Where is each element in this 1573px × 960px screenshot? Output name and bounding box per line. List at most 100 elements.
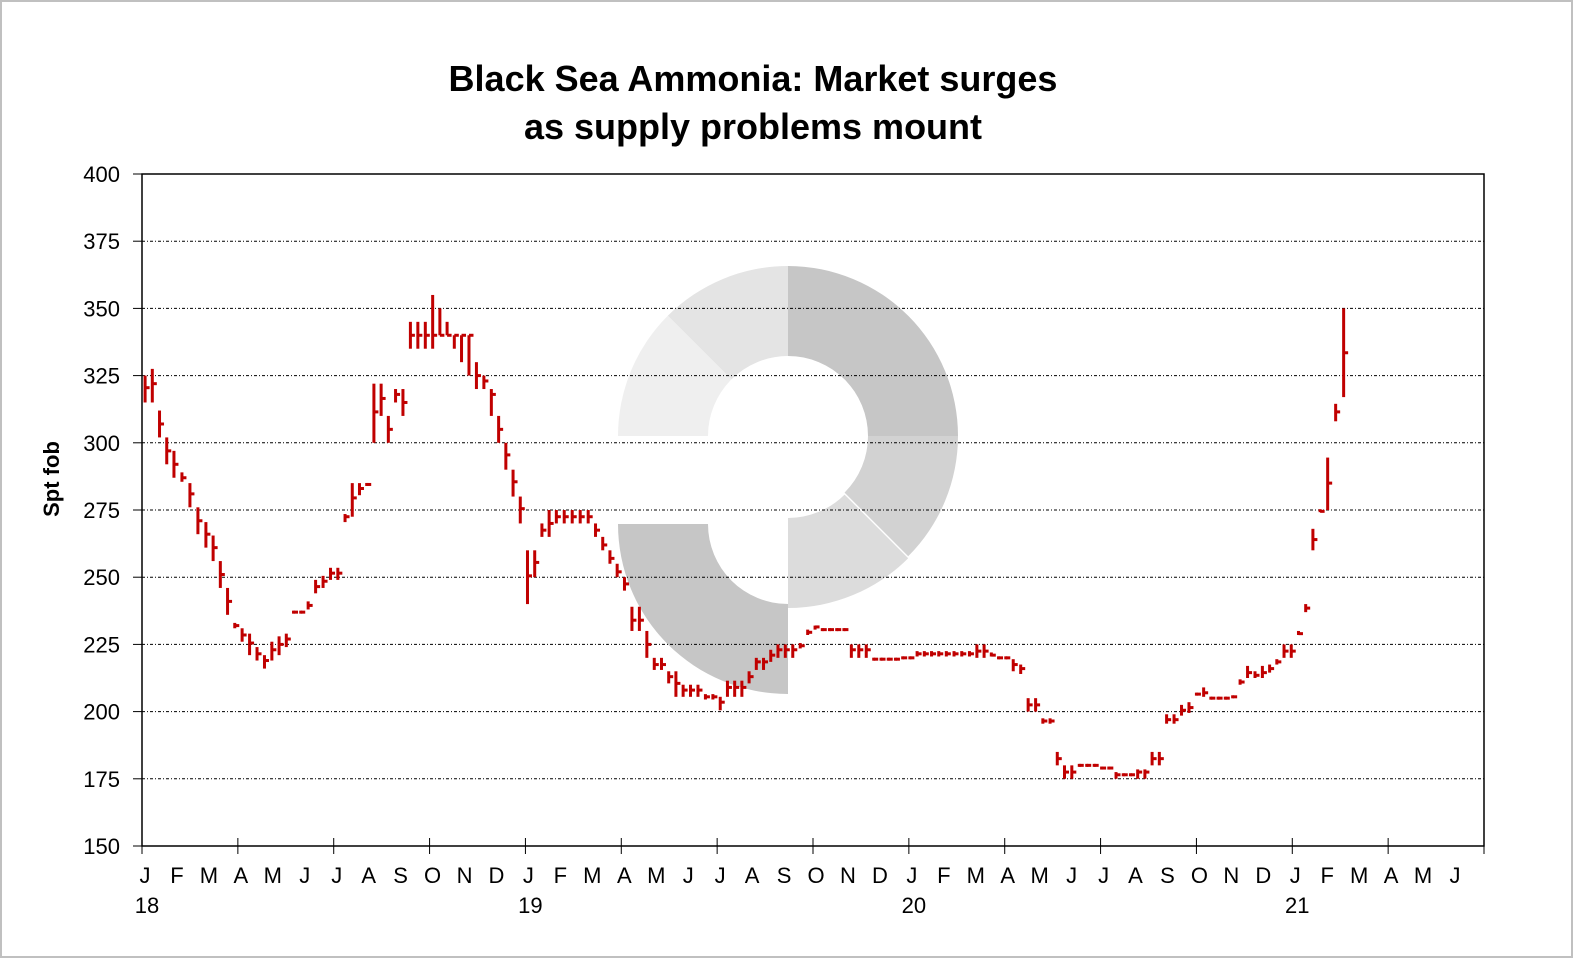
x-month-label: J (523, 863, 534, 888)
x-year-label: 18 (135, 893, 159, 918)
price-bar (1187, 702, 1194, 713)
mid-price-tick (815, 625, 820, 629)
mid-price-tick (564, 515, 569, 519)
mid-price-tick (924, 652, 929, 656)
x-month-label: M (200, 863, 218, 888)
x-month-label: J (331, 863, 342, 888)
mid-price-tick (461, 333, 467, 337)
mid-price-tick (1269, 667, 1275, 671)
mid-price-tick (969, 652, 974, 656)
x-month-label: A (1000, 863, 1015, 888)
price-bar (711, 694, 718, 700)
price-bar (188, 483, 195, 508)
price-bar (944, 651, 951, 657)
price-bar (270, 641, 277, 661)
mid-price-tick (425, 333, 430, 337)
price-bar (1100, 766, 1107, 770)
price-bar (1157, 751, 1164, 766)
price-bar (504, 442, 511, 470)
mid-price-tick (1137, 770, 1143, 774)
mid-price-tick (476, 374, 481, 378)
price-bar (1275, 659, 1282, 665)
mid-price-tick (257, 652, 262, 656)
mid-price-tick (1035, 703, 1041, 707)
mid-price-tick (917, 652, 922, 656)
price-bar (806, 629, 813, 635)
mid-price-tick (308, 603, 313, 607)
mid-price-tick (345, 515, 350, 519)
mid-price-tick (527, 574, 532, 578)
mid-price-tick (749, 675, 754, 679)
y-tick-label: 400 (83, 162, 120, 187)
x-month-label: A (1128, 863, 1143, 888)
x-month-label: D (489, 863, 505, 888)
mid-price-tick (785, 648, 790, 652)
mid-price-tick (646, 642, 652, 646)
price-bar (718, 696, 725, 711)
x-month-label: D (1255, 863, 1271, 888)
mid-price-tick (447, 333, 452, 337)
mid-price-tick (1159, 757, 1164, 761)
price-bar (747, 671, 754, 684)
x-month-label: F (1321, 863, 1334, 888)
mid-price-tick (388, 427, 393, 431)
price-bar (622, 577, 629, 591)
logo-segment (618, 524, 788, 694)
price-bar (431, 294, 438, 349)
mid-price-tick (1123, 773, 1128, 777)
price-bar (1004, 656, 1011, 660)
mid-price-tick (1174, 718, 1179, 722)
price-bar (292, 610, 299, 614)
price-bar (158, 410, 165, 438)
mid-price-tick (520, 507, 525, 511)
price-bar (762, 657, 769, 670)
mid-price-tick (402, 400, 408, 404)
mid-price-tick (756, 660, 761, 664)
price-bar (975, 644, 982, 658)
mid-price-tick (572, 515, 577, 519)
x-year-label: 19 (518, 893, 542, 918)
y-tick-label: 325 (83, 364, 120, 389)
y-tick-label: 275 (83, 498, 120, 523)
high-low-range (1136, 769, 1140, 779)
high-low-range (1143, 769, 1147, 779)
mid-price-tick (468, 333, 474, 337)
price-bar (379, 383, 386, 416)
price-bar (547, 510, 554, 537)
price-bar (306, 601, 313, 610)
price-bar (299, 610, 306, 614)
logo-segment (844, 436, 958, 557)
mid-price-tick (668, 675, 674, 679)
price-bar (233, 622, 240, 629)
price-bar (849, 644, 856, 658)
price-bar (982, 644, 989, 658)
high-low-range (467, 335, 471, 376)
mid-price-tick (800, 644, 805, 648)
price-bar (791, 644, 798, 658)
mid-price-tick (410, 333, 415, 337)
mid-price-tick (1327, 481, 1333, 485)
mid-price-tick (991, 653, 996, 657)
x-month-label: F (170, 863, 183, 888)
mid-price-tick (851, 648, 856, 652)
price-bar (652, 657, 659, 670)
price-bar (196, 507, 203, 535)
price-bar (165, 437, 172, 465)
price-bar (601, 536, 608, 551)
price-bar (1136, 769, 1143, 779)
mid-price-tick (337, 571, 343, 575)
mid-price-tick (792, 648, 798, 652)
price-bar (930, 651, 937, 657)
mid-price-tick (242, 633, 247, 637)
price-bar (864, 644, 871, 658)
price-bar (1223, 696, 1230, 700)
mid-price-tick (1255, 673, 1260, 677)
price-bar (659, 657, 666, 670)
high-low-range (438, 308, 442, 336)
mid-price-tick (822, 628, 827, 632)
price-bar (827, 628, 834, 632)
mid-price-tick (315, 585, 321, 589)
mid-price-tick (624, 582, 629, 586)
mid-price-tick (720, 700, 725, 704)
price-bar (329, 567, 336, 580)
